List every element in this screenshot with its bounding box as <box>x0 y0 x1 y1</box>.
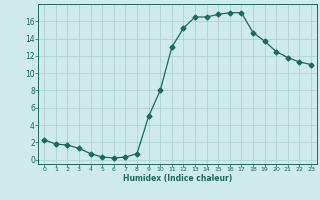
X-axis label: Humidex (Indice chaleur): Humidex (Indice chaleur) <box>123 174 232 183</box>
